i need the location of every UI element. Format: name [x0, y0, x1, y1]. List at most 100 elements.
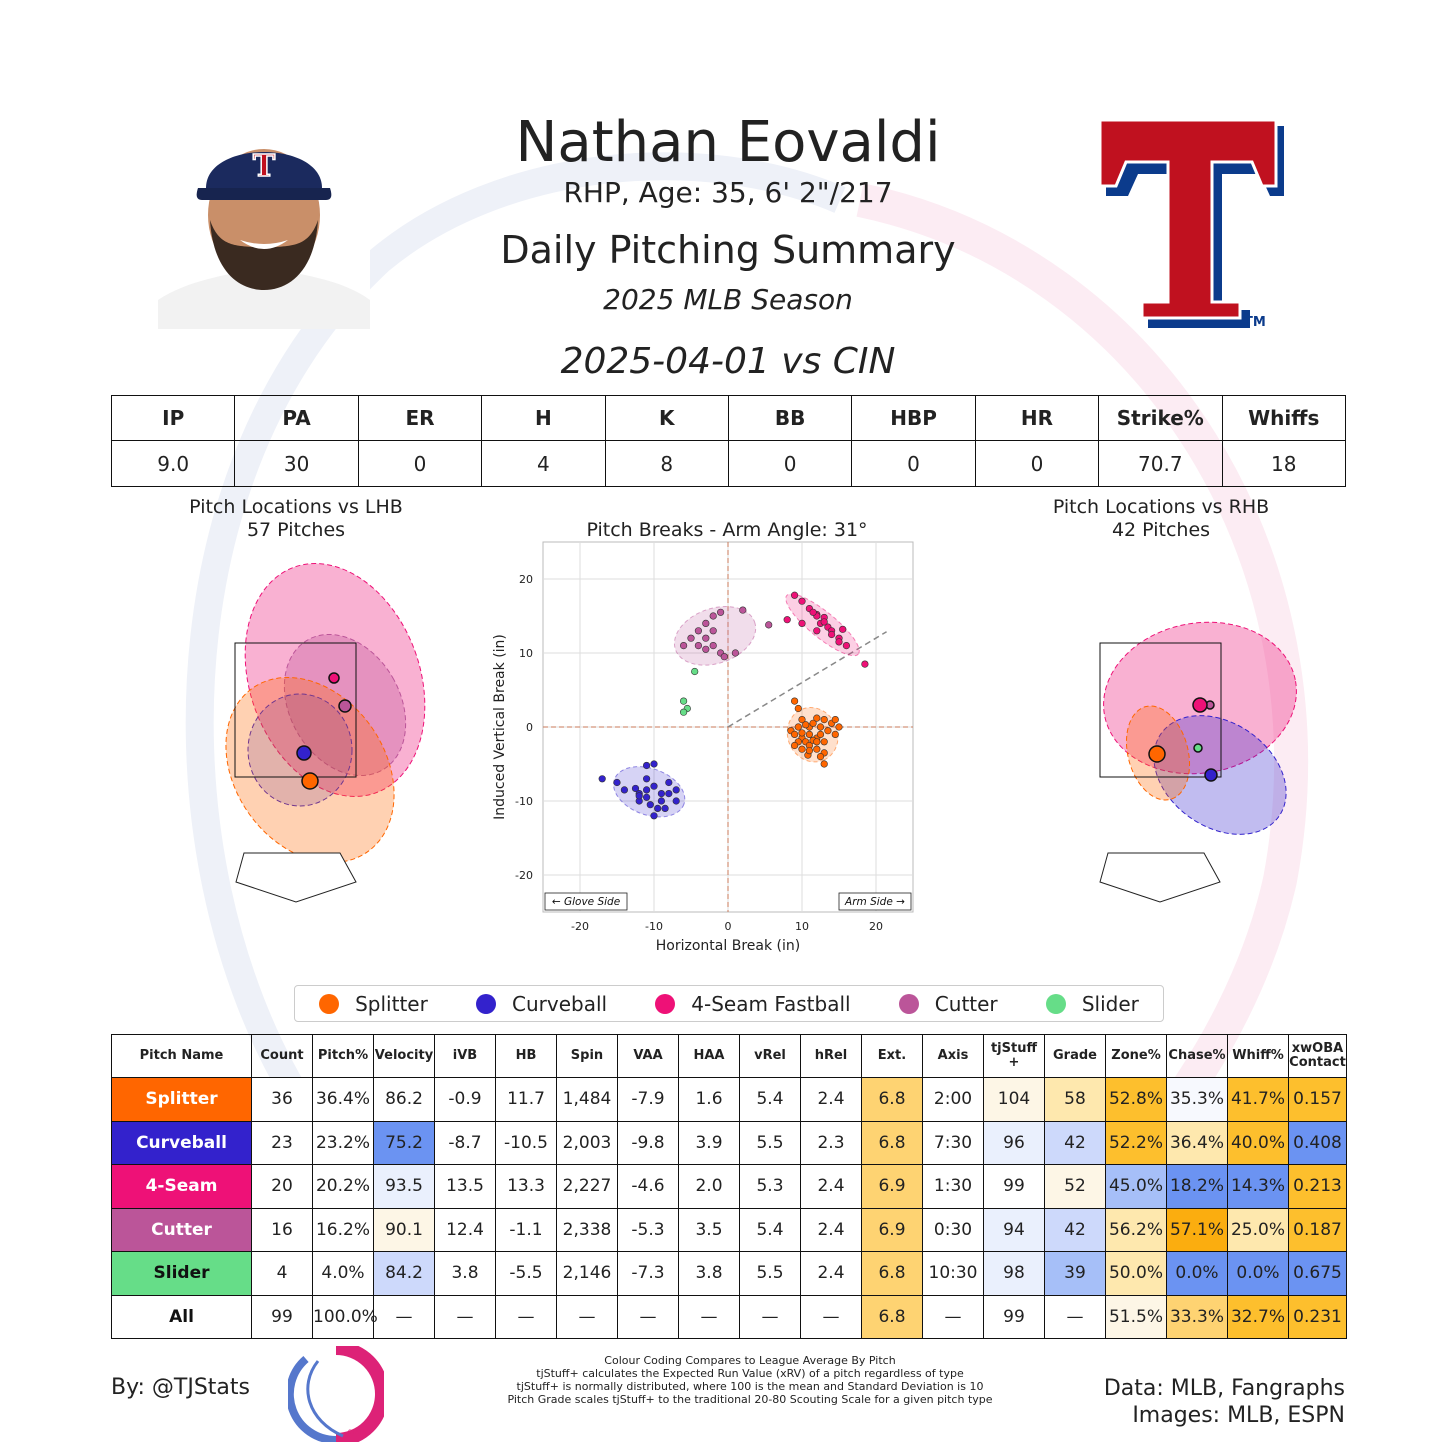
- legend-item: Splitter: [319, 992, 428, 1016]
- pitch-table-cell: 2,146: [556, 1251, 618, 1296]
- pitch-table-cell: 0.157: [1288, 1077, 1347, 1122]
- break-point: [835, 723, 843, 731]
- break-plot-title: Pitch Breaks - Arm Angle: 31°: [586, 519, 868, 541]
- pitch-table-cell: —: [1044, 1294, 1106, 1339]
- pitch-name-cell: All: [111, 1294, 252, 1339]
- pitch-table-cell: 0.675: [1288, 1251, 1347, 1296]
- pitch-table-cell: 10:30: [922, 1251, 984, 1296]
- pitch-table-cell: 3.8: [678, 1251, 740, 1296]
- pitch-table-header: iVB: [434, 1034, 496, 1078]
- pitch-table-header-row: Pitch Name Count Pitch% Velocity iVB HB Spin VA…: [111, 1034, 1347, 1078]
- svg-text:T: T: [253, 149, 276, 184]
- pitch-table-cell: —: [617, 1294, 679, 1339]
- break-point: [820, 716, 828, 724]
- break-point: [816, 730, 825, 738]
- break-point: [831, 716, 839, 724]
- pitch-table-cell: 93.5: [373, 1164, 435, 1209]
- pitch-table-cell: 94: [983, 1207, 1045, 1252]
- break-point: [709, 641, 717, 650]
- lhb-curveball-mean: [296, 745, 312, 761]
- break-point: [813, 738, 821, 746]
- break-point: [842, 641, 851, 650]
- pitch-table-cell: 99: [983, 1164, 1045, 1209]
- glove-side-box: [544, 892, 628, 911]
- break-point: [680, 641, 688, 650]
- y-tick-label: -20: [515, 869, 533, 882]
- pitch-table-cell: 5.4: [739, 1207, 801, 1252]
- pitch-table-cell: 13.3: [495, 1164, 557, 1209]
- stat-header: HBP: [851, 395, 976, 441]
- pitch-name-cell: Slider: [111, 1251, 252, 1296]
- pitch-table-cell: —: [800, 1294, 862, 1339]
- y-axis-label: Induced Vertical Break (in): [492, 634, 508, 820]
- player-headshot: T: [158, 120, 370, 329]
- pitch-table-header: hRel: [800, 1034, 862, 1078]
- y-tick-label: -10: [515, 795, 533, 808]
- break-point: [824, 727, 832, 735]
- pitch-table-cell: 99: [251, 1294, 313, 1339]
- pitch-table-cell: 36.4%: [1166, 1120, 1228, 1165]
- break-point: [717, 608, 725, 616]
- pitch-table-cell: 57.1%: [1166, 1207, 1228, 1252]
- lhb-location-plot: [225, 563, 426, 903]
- pitch-table-cell: 2.3: [800, 1120, 862, 1165]
- pitch-table-cell: 36: [251, 1077, 313, 1122]
- pitch-table-cell: 42: [1044, 1207, 1106, 1252]
- arm-side-label: Arm Side →: [844, 896, 905, 908]
- break-point: [809, 719, 817, 727]
- break-point: [798, 729, 806, 737]
- stat-header: BB: [727, 395, 853, 441]
- legend-item: Cutter: [898, 992, 998, 1016]
- pitch-table-cell: -7.3: [617, 1251, 679, 1296]
- pitch-table-cell: 5.5: [739, 1251, 801, 1296]
- game-stats-table: IP PA ER H K BB HBP HR Strike% Whiffs 9.0 30 0 4 8 0 0 0…: [110, 395, 1347, 487]
- stat-header: ER: [357, 395, 483, 441]
- stat-value: 8: [604, 440, 729, 487]
- pitch-table-cell: 52.2%: [1105, 1120, 1167, 1165]
- pitch-table-cell: 98: [983, 1251, 1045, 1296]
- pitch-table-cell: 23: [251, 1120, 313, 1165]
- pitch-table-cell: 0.187: [1288, 1207, 1347, 1252]
- rhb-fastball-mean: [1192, 697, 1208, 713]
- pitch-table-cell: -5.3: [617, 1207, 679, 1252]
- footer-note: Pitch Grade scales tjStuff+ to the tradi…: [507, 1393, 993, 1406]
- break-point: [672, 797, 680, 805]
- pitch-table-cell: -4.6: [617, 1164, 679, 1209]
- break-point: [654, 804, 662, 813]
- pitch-table-cell: 3.5: [678, 1207, 740, 1252]
- lhb-fastball-mean: [328, 672, 340, 684]
- pitch-table-cell: 99: [983, 1294, 1045, 1339]
- lhb-home-plate: [235, 852, 357, 903]
- pitch-table-cell: 6.9: [861, 1207, 923, 1252]
- glove-side-label: ← Glove Side: [552, 896, 620, 908]
- pitch-table-cell: 0.213: [1288, 1164, 1347, 1209]
- pitch-table-cell: 52: [1044, 1164, 1106, 1209]
- pitch-table-cell: 35.3%: [1166, 1077, 1228, 1122]
- pitch-table-cell: 2.0: [678, 1164, 740, 1209]
- break-point: [643, 793, 651, 801]
- pitch-table-cell: 2.4: [800, 1077, 862, 1122]
- break-point: [816, 753, 825, 761]
- legend-label: 4-Seam Fastball: [691, 991, 851, 1016]
- break-point: [835, 638, 843, 646]
- stat-value: 0: [851, 440, 976, 487]
- pitch-table-row: 4-Seam 20 20.2% 93.5 13.5 13.3 2,227 -4.6 2.0 5.3…: [111, 1164, 1347, 1209]
- break-point: [783, 616, 791, 624]
- break-point: [650, 760, 658, 768]
- stat-header: Strike%: [1098, 395, 1223, 441]
- break-point: [802, 721, 810, 729]
- pitch-table-cell: 50.0%: [1105, 1251, 1167, 1296]
- pitch-table-cell: 104: [983, 1077, 1045, 1122]
- legend-swatch: [898, 993, 919, 1014]
- legend-swatch: [655, 993, 676, 1014]
- break-point: [839, 625, 847, 633]
- break-point: [691, 667, 699, 676]
- x-axis-label: Horizontal Break (in): [656, 938, 800, 954]
- break-point: [820, 618, 828, 626]
- break-point: [646, 801, 654, 809]
- pitch-table-cell: 56.2%: [1105, 1207, 1167, 1252]
- pitch-table-cell: 2,227: [556, 1164, 618, 1209]
- footer-note: tjStuff+ calculates the Expected Run Val…: [536, 1367, 964, 1380]
- break-point: [680, 708, 688, 716]
- break-point: [702, 645, 710, 653]
